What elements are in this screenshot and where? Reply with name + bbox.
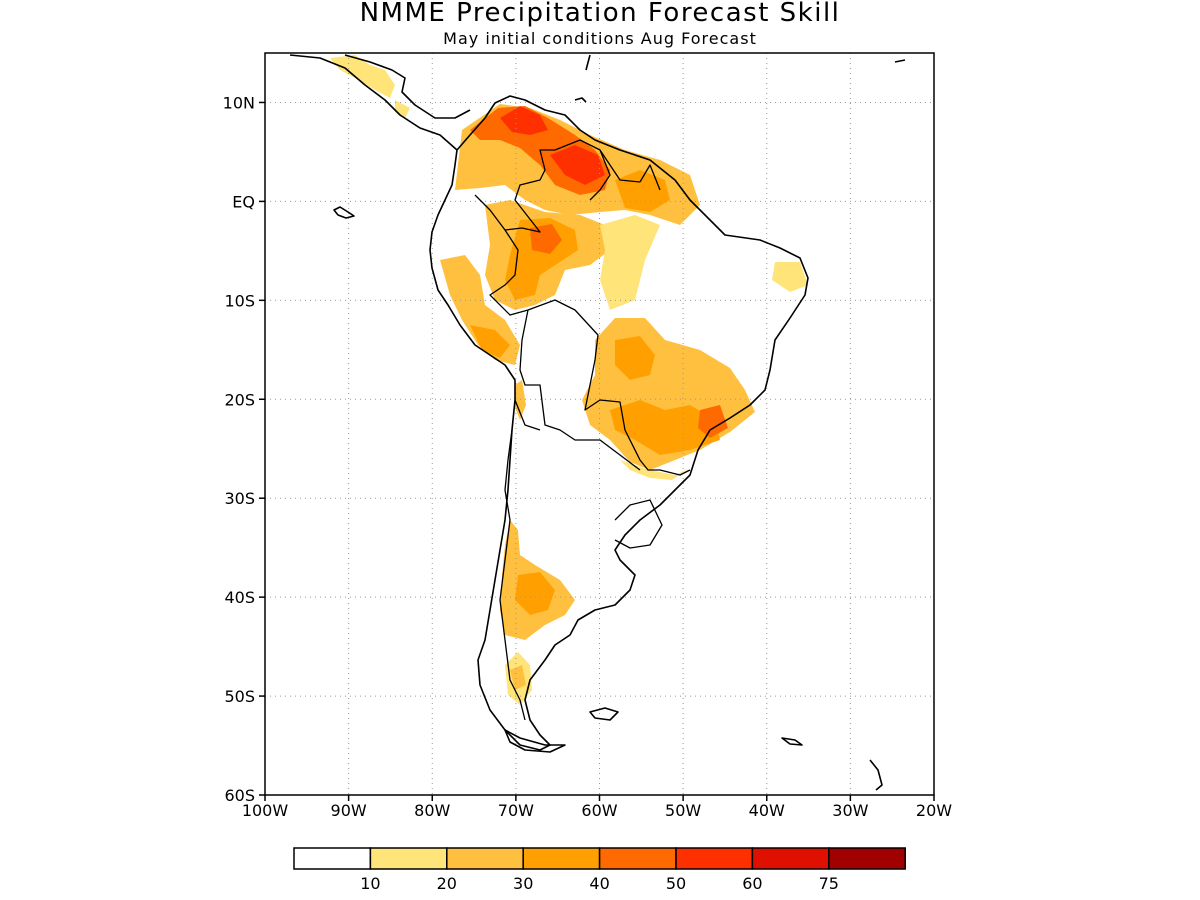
skill-region-se-brazil bbox=[620, 460, 690, 480]
skill-region-central-america-2 bbox=[395, 100, 410, 118]
skill-region-central-america bbox=[330, 55, 395, 98]
colorbar-label: 40 bbox=[589, 874, 609, 893]
map-subtitle: May initial conditions Aug Forecast bbox=[443, 29, 757, 48]
central-america-caribbean-coast bbox=[344, 54, 471, 119]
country-borders bbox=[474, 139, 691, 721]
colorbar-swatch bbox=[751, 847, 830, 870]
colorbar-swatch bbox=[675, 847, 754, 870]
coastlines bbox=[289, 54, 906, 791]
lon-tick-label: 40W bbox=[749, 801, 785, 820]
map-grid bbox=[265, 53, 934, 795]
lat-tick-label: 30S bbox=[224, 489, 255, 508]
colorbar-swatch bbox=[598, 847, 677, 870]
skill-region-central-brazil-max bbox=[698, 405, 728, 438]
colorbar-swatch bbox=[293, 847, 372, 870]
south-america-coastline bbox=[429, 95, 809, 751]
lon-tick-label: 80W bbox=[414, 801, 450, 820]
lat-tick-label: 10S bbox=[224, 291, 255, 310]
colorbar-swatch bbox=[828, 847, 906, 870]
longitude-labels: 100W 90W 80W 70W 60W 50W 40W 30W 20W bbox=[242, 795, 952, 820]
central-america-coastline bbox=[289, 54, 458, 151]
colorbar-label: 75 bbox=[819, 874, 839, 893]
lon-tick-label: 30W bbox=[832, 801, 868, 820]
tierra-del-fuego bbox=[504, 729, 566, 753]
caribbean-islands bbox=[574, 54, 906, 791]
colorbar-label: 30 bbox=[513, 874, 533, 893]
colorbar-label: 50 bbox=[666, 874, 686, 893]
skill-region-central-brazil-core bbox=[610, 336, 720, 455]
lon-tick-label: 90W bbox=[331, 801, 367, 820]
lat-tick-label: EQ bbox=[232, 192, 255, 211]
skill-region-amazon-light bbox=[600, 215, 660, 310]
colorbar-swatch bbox=[446, 847, 524, 870]
south-georgia bbox=[781, 737, 803, 746]
latitude-labels: 10N EQ 10S 20S 30S 40S 50S 60S bbox=[223, 93, 265, 805]
lat-tick-label: 60S bbox=[224, 786, 255, 805]
skill-region-north-chile bbox=[514, 380, 526, 420]
map-title: NMME Precipitation Forecast Skill bbox=[359, 0, 841, 28]
skill-region-ne-brazil bbox=[772, 262, 808, 292]
lat-tick-label: 50S bbox=[224, 687, 255, 706]
colorbar: 10 20 30 40 50 60 75 bbox=[293, 847, 906, 893]
lat-tick-label: 20S bbox=[224, 390, 255, 409]
colorbar-label: 60 bbox=[742, 874, 762, 893]
lon-tick-label: 20W bbox=[916, 801, 952, 820]
lon-tick-label: 50W bbox=[665, 801, 701, 820]
uruguay-border bbox=[614, 499, 663, 549]
skill-region-south-patagonia-core bbox=[510, 665, 526, 690]
lat-tick-label: 10N bbox=[223, 93, 255, 112]
skill-shading bbox=[330, 55, 808, 705]
lon-tick-label: 60W bbox=[581, 801, 617, 820]
colorbar-label: 20 bbox=[437, 874, 457, 893]
colorbar-swatch bbox=[522, 847, 601, 870]
colorbar-label: 10 bbox=[360, 874, 380, 893]
falkland-islands bbox=[589, 707, 619, 721]
galapagos bbox=[333, 206, 355, 219]
colorbar-swatch bbox=[369, 847, 448, 870]
skill-region-north-max bbox=[500, 106, 605, 185]
skill-region-peru-core bbox=[470, 325, 510, 358]
skill-region-patagonia-core bbox=[515, 572, 555, 615]
lon-tick-label: 100W bbox=[242, 801, 289, 820]
lat-tick-label: 40S bbox=[224, 588, 255, 607]
lon-tick-label: 70W bbox=[498, 801, 534, 820]
